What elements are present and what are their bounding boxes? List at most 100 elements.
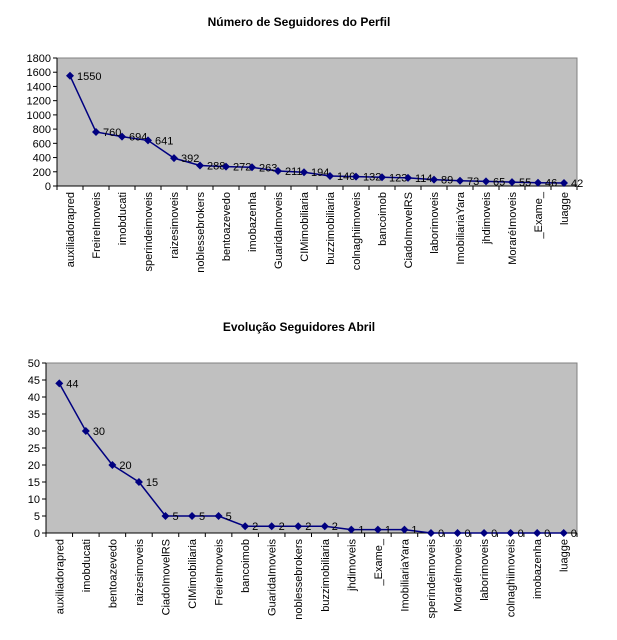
data-point (480, 529, 489, 537)
data-point (188, 512, 197, 520)
data-point (300, 168, 308, 177)
april-growth-chart: Evolução Seguidores Abril 0 5 10 15 20 25 30 35 4… (0, 320, 617, 640)
data-point (352, 172, 360, 181)
data-label: 194 (311, 167, 329, 179)
data-label: 30 (93, 426, 105, 438)
data-label: 2 (252, 521, 258, 533)
y-tick-label: 0 (45, 181, 51, 193)
x-category-label: noblessebrokers (195, 192, 207, 273)
data-point (456, 176, 464, 185)
x-category-label: luagge (559, 192, 571, 225)
data-point (118, 132, 126, 141)
y-tick-label: 1400 (27, 81, 51, 93)
data-label: 42 (571, 178, 583, 190)
x-category-label: colnaghiimoveis (351, 192, 363, 271)
y-tick-label: 50 (28, 358, 40, 370)
x-category-label: imobducati (117, 192, 129, 245)
y-tick-label: 400 (33, 153, 51, 165)
data-label: 0 (518, 528, 524, 540)
data-point (81, 427, 90, 435)
data-point (347, 525, 356, 534)
data-label: 140 (337, 171, 355, 183)
data-label: 0 (438, 528, 444, 540)
data-label: 123 (389, 172, 407, 184)
data-label: 46 (545, 178, 557, 190)
y-tick-label: 200 (33, 167, 51, 179)
data-point (320, 522, 329, 531)
data-point (134, 478, 143, 486)
x-category-label: CIMimobiliaria (187, 538, 199, 609)
data-label: 2 (305, 521, 311, 533)
data-point (404, 173, 412, 182)
x-category-label: raizesimoveis (134, 539, 146, 606)
x-category-label: bentoazevedo (107, 539, 119, 608)
x-category-label: bentoazevedo (221, 192, 233, 261)
y-tick-label: 35 (28, 409, 40, 421)
y-tick-label: 1000 (27, 110, 51, 122)
y-tick-label: 25 (28, 443, 40, 455)
x-category-label: raizesimoveis (169, 192, 181, 259)
data-point (108, 461, 117, 469)
data-label: 132 (363, 172, 381, 184)
data-point (534, 178, 542, 187)
data-point (144, 136, 152, 145)
plot-area (45, 362, 578, 534)
followers-chart-svg: Número de Seguidores do Perfil 0 200 400 600… (27, 15, 584, 273)
data-point (560, 179, 568, 188)
data-point (170, 154, 178, 163)
data-label: 1 (358, 525, 364, 537)
data-label: 20 (119, 460, 131, 472)
x-category-label: colnaghiimoveis (506, 539, 518, 618)
data-point (241, 522, 250, 531)
data-label: 288 (207, 161, 225, 173)
chart-title: Evolução Seguidores Abril (223, 320, 375, 334)
y-tick-label: 45 (28, 375, 40, 387)
data-label: 44 (66, 378, 78, 390)
y-tick-label: 1200 (27, 96, 51, 108)
y-tick-label: 40 (28, 392, 40, 404)
data-label: 2 (332, 521, 338, 533)
x-category-label: bancoimob (240, 539, 252, 593)
data-label: 65 (493, 176, 505, 188)
series-line (69, 75, 565, 184)
x-category-label: ImobiliariaYara (455, 191, 467, 264)
followers-chart: Número de Seguidores do Perfil 0 200 400 600… (27, 15, 584, 273)
x-category-label: buzzimobiliaria (325, 191, 337, 265)
data-point (453, 529, 462, 537)
y-tick-label: 600 (33, 138, 51, 150)
x-category-label: MoraréImoveis (453, 539, 465, 612)
x-category-label: _Exame_ (373, 538, 385, 586)
data-label: 0 (544, 528, 550, 540)
data-label: 211 (285, 166, 303, 178)
data-label: 263 (259, 162, 277, 174)
y-tick-label: 0 (34, 528, 40, 540)
data-point (222, 162, 230, 171)
x-category-label: CIMimobiliaria (299, 191, 311, 262)
data-label: 2 (279, 521, 285, 533)
x-category-label: sperindeimoveis (143, 192, 155, 272)
data-point (508, 178, 516, 187)
x-category-label: MoraréImoveis (507, 192, 519, 265)
data-label: 114 (415, 173, 433, 185)
data-label: 694 (129, 132, 147, 144)
chart-title: Número de Seguidores do Perfil (208, 15, 391, 29)
data-point (267, 522, 276, 531)
y-tick-label: 5 (34, 511, 40, 523)
data-label: 392 (181, 153, 199, 165)
x-category-label: auxiliadorapred (65, 192, 77, 267)
plot-area (56, 57, 578, 187)
x-category-label: FreireImoveis (91, 192, 103, 259)
april-growth-chart-svg: Evolução Seguidores Abril051015202530354… (28, 320, 578, 620)
x-category-label: _Exame_ (533, 191, 545, 239)
x-category-label: imobazenha (532, 538, 544, 599)
data-point (66, 71, 74, 80)
data-label: 0 (491, 528, 497, 540)
data-point (400, 525, 409, 534)
x-category-label: laborimoveis (429, 192, 441, 254)
y-tick-label: 800 (33, 124, 51, 136)
x-category-label: GuaridaImoveis (267, 539, 279, 617)
x-category-label: jhdimoveis (346, 539, 358, 592)
data-label: 5 (172, 511, 178, 523)
x-category-label: GuaridaImoveis (273, 192, 285, 270)
data-label: 5 (199, 511, 205, 523)
